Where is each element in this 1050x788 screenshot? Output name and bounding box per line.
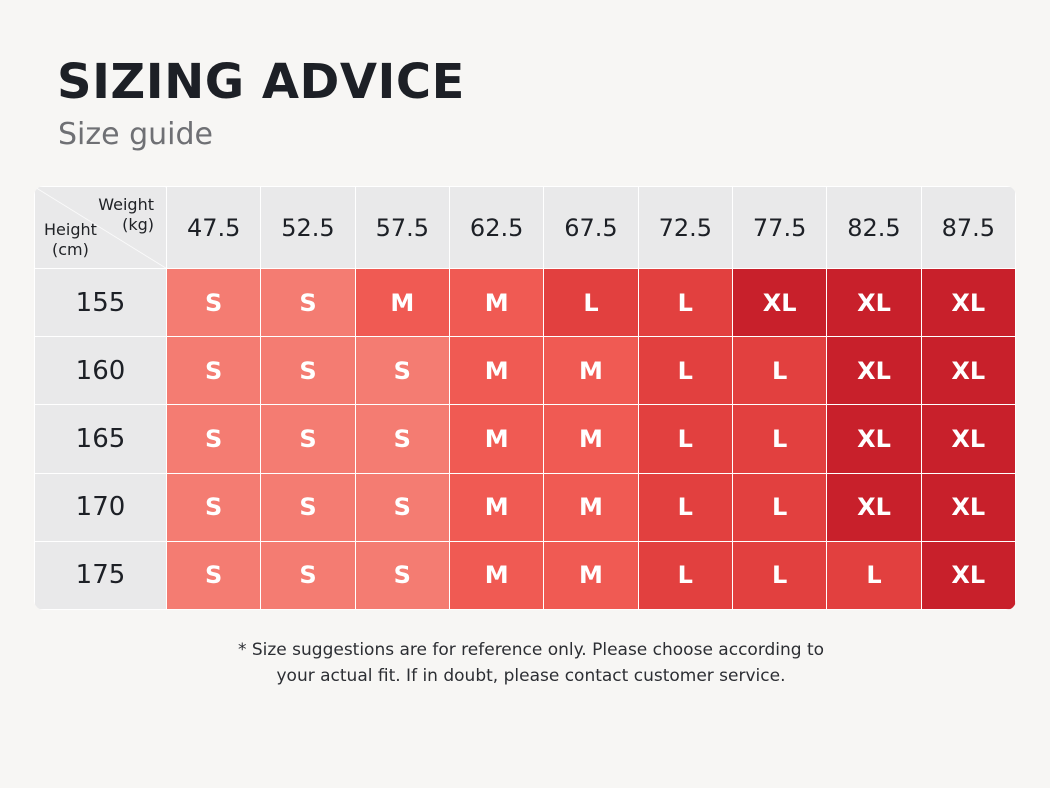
footnote-line: your actual fit. If in doubt, please con… <box>276 666 786 686</box>
weight-header: 82.5 <box>826 186 922 269</box>
size-cell: L <box>731 472 828 542</box>
size-cell: M <box>448 540 545 610</box>
weight-header: 72.5 <box>637 186 733 269</box>
size-cell: L <box>731 336 828 406</box>
size-cell: L <box>826 540 922 610</box>
weight-unit: (kg) <box>122 215 154 234</box>
size-cell: L <box>543 267 639 338</box>
height-header: 160 <box>34 336 167 406</box>
height-axis-label: Height (cm) <box>44 220 97 260</box>
page-title: SIZING ADVICE <box>57 54 465 110</box>
size-cell: XL <box>826 267 922 338</box>
size-cell: S <box>165 336 262 406</box>
footnote: * Size suggestions are for reference onl… <box>0 637 1050 689</box>
size-cell: M <box>448 404 545 474</box>
table-row: 165 S S S M M L L XL XL <box>34 404 1016 474</box>
size-cell: S <box>354 540 450 610</box>
height-header: 175 <box>34 540 167 610</box>
size-cell: S <box>165 540 262 610</box>
size-cell: M <box>543 472 639 542</box>
size-cell: L <box>637 336 733 406</box>
page-subtitle: Size guide <box>58 117 214 152</box>
weight-header: 52.5 <box>260 186 356 269</box>
weight-header: 67.5 <box>543 186 639 269</box>
weight-header: 62.5 <box>448 186 545 269</box>
corner-header: Weight (kg) Height (cm) <box>34 186 167 269</box>
size-cell: L <box>637 267 733 338</box>
size-cell: S <box>165 267 262 338</box>
size-cell: S <box>165 404 262 474</box>
weight-header: 77.5 <box>731 186 828 269</box>
weight-header: 47.5 <box>165 186 262 269</box>
size-cell: L <box>637 472 733 542</box>
size-cell: L <box>637 540 733 610</box>
weight-axis-label: Weight (kg) <box>98 195 154 235</box>
table-row: 155 S S M M L L XL XL XL <box>34 267 1016 338</box>
height-label: Height <box>44 220 97 239</box>
table-row: 160 S S S M M L L XL XL <box>34 336 1016 406</box>
footnote-line: * Size suggestions are for reference onl… <box>237 640 825 660</box>
height-header: 170 <box>34 472 167 542</box>
size-cell: M <box>543 540 639 610</box>
size-chart: Weight (kg) Height (cm) 47.5 52.5 57.5 6… <box>34 186 1016 610</box>
size-cell: XL <box>826 472 922 542</box>
height-unit: (cm) <box>52 240 89 259</box>
height-header: 165 <box>34 404 167 474</box>
size-cell: S <box>354 336 450 406</box>
weight-header: 57.5 <box>354 186 450 269</box>
size-cell: L <box>637 404 733 474</box>
size-cell: L <box>731 404 828 474</box>
weight-header-row: Weight (kg) Height (cm) 47.5 52.5 57.5 6… <box>34 186 1016 269</box>
size-cell: S <box>260 404 356 474</box>
size-table: Weight (kg) Height (cm) 47.5 52.5 57.5 6… <box>34 186 1016 610</box>
weight-header: 87.5 <box>920 186 1016 269</box>
size-cell: M <box>448 267 545 338</box>
size-cell: L <box>731 540 828 610</box>
table-row: 170 S S S M M L L XL XL <box>34 472 1016 542</box>
size-cell: XL <box>731 267 828 338</box>
size-cell: XL <box>826 404 922 474</box>
size-cell: M <box>448 336 545 406</box>
size-cell: XL <box>920 472 1016 542</box>
size-cell: S <box>260 472 356 542</box>
size-cell: S <box>260 540 356 610</box>
size-cell: XL <box>826 336 922 406</box>
size-cell: M <box>543 404 639 474</box>
size-cell: S <box>354 404 450 474</box>
size-cell: M <box>354 267 450 338</box>
size-cell: S <box>260 267 356 338</box>
height-header: 155 <box>34 267 167 338</box>
size-cell: XL <box>920 404 1016 474</box>
size-cell: M <box>543 336 639 406</box>
weight-label: Weight <box>98 195 154 214</box>
size-cell: XL <box>920 540 1016 610</box>
size-cell: S <box>165 472 262 542</box>
size-cell: XL <box>920 267 1016 338</box>
size-cell: XL <box>920 336 1016 406</box>
size-cell: S <box>260 336 356 406</box>
table-row: 175 S S S M M L L L XL <box>34 540 1016 610</box>
size-cell: M <box>448 472 545 542</box>
size-cell: S <box>354 472 450 542</box>
